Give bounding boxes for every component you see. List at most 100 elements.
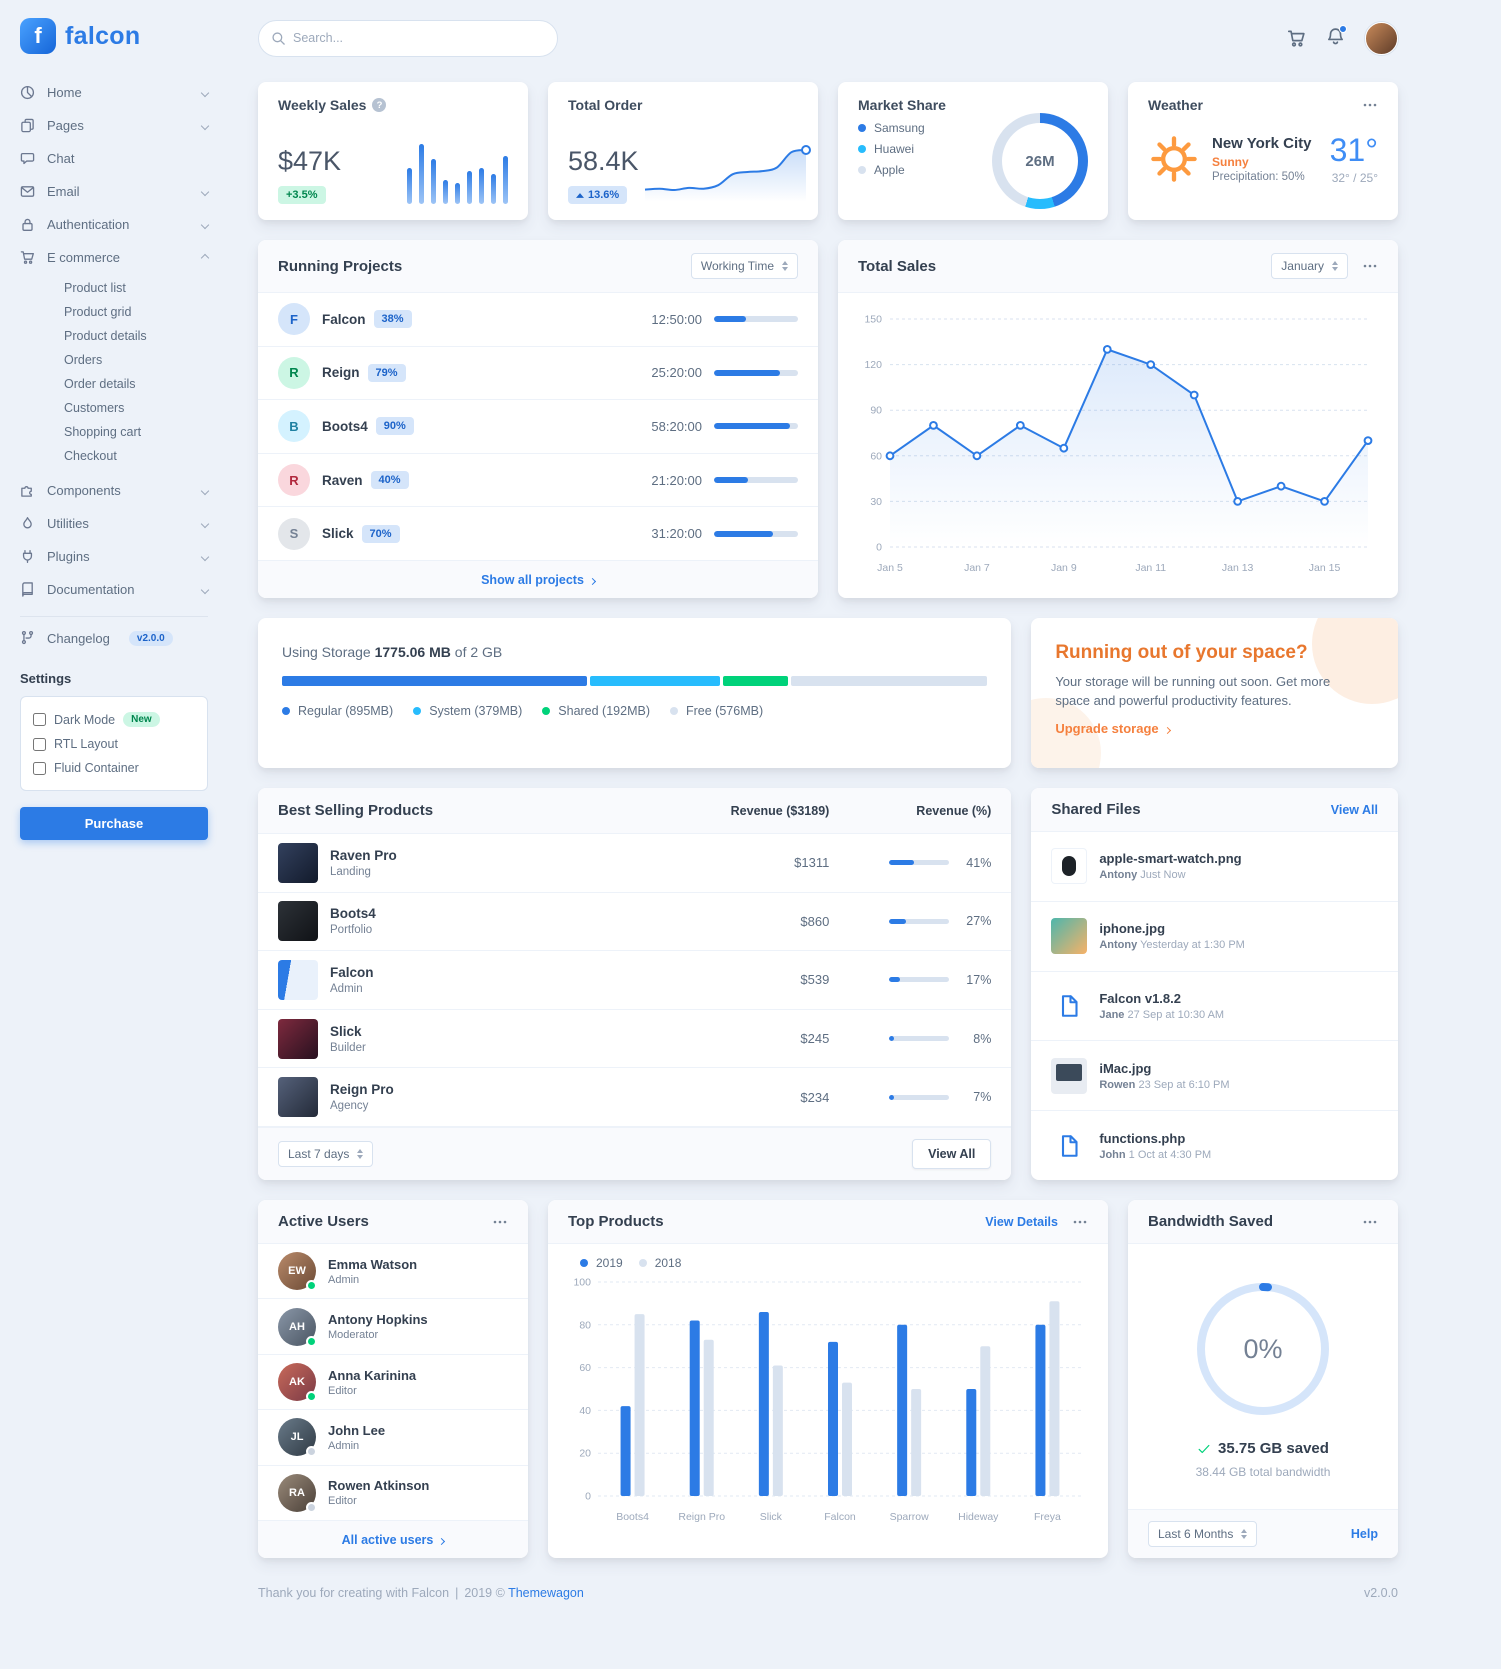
fluid-container-checkbox[interactable] <box>33 761 46 775</box>
market-share-legend-item: Samsung <box>858 121 925 135</box>
month-select[interactable]: January <box>1271 253 1348 279</box>
sidebar-subitem-order-details[interactable]: Order details <box>64 377 136 391</box>
more-menu-icon[interactable] <box>1362 1214 1378 1230</box>
product-name[interactable]: Slick <box>330 1023 362 1039</box>
user-avatar[interactable] <box>1365 21 1398 55</box>
sidebar-item-chat[interactable]: Chat <box>20 142 208 175</box>
file-name[interactable]: Falcon v1.8.2 <box>1099 990 1181 1006</box>
search-input[interactable] <box>258 19 558 57</box>
project-avatar: B <box>278 410 310 443</box>
file-thumbnail-watch <box>1051 848 1088 885</box>
user-name[interactable]: Anna Karinina <box>328 1367 417 1383</box>
best-selling-row: Reign Pro Agency $234 7% <box>258 1068 1012 1127</box>
dashboard-grid: Weekly Sales $47K +3.5% Total Order <box>258 82 1398 1558</box>
brand-logo[interactable]: f falcon <box>20 18 208 54</box>
themewagon-link[interactable]: Themewagon <box>508 1586 584 1600</box>
sidebar-item-pages[interactable]: Pages <box>20 109 210 142</box>
sidebar-item-utilities[interactable]: Utilities <box>20 507 210 540</box>
user-name[interactable]: Emma Watson <box>328 1256 418 1272</box>
setting-fluid-container[interactable]: Fluid Container <box>33 756 195 780</box>
product-name[interactable]: Falcon <box>330 964 374 980</box>
weekly-sales-value: $47K <box>278 146 342 176</box>
bandwidth-total: 38.44 GB total bandwidth <box>1195 1465 1331 1479</box>
view-all-button[interactable]: View All <box>912 1139 992 1169</box>
sidebar-item-changelog[interactable]: Changelog v2.0.0 <box>20 616 208 649</box>
project-progress-badge: 40% <box>370 471 409 490</box>
legend-item[interactable]: 2018 <box>638 1256 681 1270</box>
rtl-layout-checkbox[interactable] <box>33 737 46 751</box>
view-details-link[interactable]: View Details <box>985 1214 1058 1229</box>
chevron-down-icon <box>200 519 210 528</box>
user-name[interactable]: Antony Hopkins <box>328 1312 428 1328</box>
chevron-down-icon <box>200 88 210 97</box>
sidebar-item-documentation[interactable]: Documentation <box>20 573 210 606</box>
setting-rtl-layout[interactable]: RTL Layout <box>33 732 195 756</box>
all-active-users-link[interactable]: All active users <box>342 1533 446 1547</box>
pages-icon <box>20 118 36 134</box>
svg-text:0: 0 <box>876 542 882 554</box>
bandwidth-card: Bandwidth Saved 0% 35.75 GB saved 38.44 … <box>1127 1200 1398 1558</box>
sidebar-subitem-product-details[interactable]: Product details <box>64 329 147 343</box>
more-menu-icon[interactable] <box>1072 1214 1088 1230</box>
weather-precipitation: Precipitation: 50% <box>1211 170 1305 183</box>
months-select[interactable]: Last 6 Months <box>1147 1521 1258 1547</box>
storage-legend-item: Shared (192MB) <box>542 704 650 718</box>
file-name[interactable]: iphone.jpg <box>1099 921 1166 937</box>
project-name[interactable]: Raven <box>322 472 363 488</box>
sidebar-subitem-customers[interactable]: Customers <box>64 401 125 415</box>
active-user-row: AK Anna Karinina Editor <box>258 1355 528 1411</box>
product-name[interactable]: Raven Pro <box>330 847 397 863</box>
file-name[interactable]: iMac.jpg <box>1099 1060 1152 1076</box>
more-menu-icon[interactable] <box>1362 258 1378 274</box>
sidebar-item-components[interactable]: Components <box>20 474 210 507</box>
period-select[interactable]: Last 7 days <box>278 1141 374 1167</box>
project-name[interactable]: Boots4 <box>322 418 368 434</box>
sidebar-item-email[interactable]: Email <box>20 175 210 208</box>
legend-item[interactable]: 2019 <box>580 1256 623 1270</box>
bell-icon[interactable] <box>1326 25 1347 49</box>
project-name[interactable]: Reign <box>322 365 360 381</box>
shared-files-view-all-link[interactable]: View All <box>1330 802 1378 817</box>
help-link[interactable]: Help <box>1350 1527 1378 1541</box>
chevron-down-icon <box>200 121 210 130</box>
legend-dot-icon <box>638 1259 647 1267</box>
show-all-projects-link[interactable]: Show all projects <box>481 573 596 587</box>
file-name[interactable]: apple-smart-watch.png <box>1099 851 1242 867</box>
svg-text:Jan 9: Jan 9 <box>1051 562 1077 574</box>
product-name[interactable]: Boots4 <box>330 906 376 922</box>
project-name[interactable]: Falcon <box>322 311 366 327</box>
user-role: Editor <box>328 1495 357 1508</box>
shared-file-row: Falcon v1.8.2 Jane 27 Sep at 10:30 AM <box>1031 972 1398 1042</box>
working-time-select[interactable]: Working Time <box>690 253 798 279</box>
sidebar-item-authentication[interactable]: Authentication <box>20 208 210 241</box>
help-icon[interactable] <box>372 98 387 112</box>
sidebar-item-home[interactable]: Home <box>20 76 210 109</box>
sidebar-subitem-product-list[interactable]: Product list <box>64 281 126 295</box>
file-name[interactable]: functions.php <box>1099 1130 1186 1146</box>
legend-dot-icon <box>580 1259 588 1267</box>
project-progress-badge: 90% <box>375 417 414 436</box>
more-menu-icon[interactable] <box>1362 97 1378 113</box>
sidebar-subitem-product-grid[interactable]: Product grid <box>64 305 132 319</box>
sidebar-item-plugins[interactable]: Plugins <box>20 540 210 573</box>
upgrade-storage-link[interactable]: Upgrade storage <box>1055 721 1374 736</box>
project-time: 58:20:00 <box>651 418 702 434</box>
file-thumbnail-imac <box>1051 1057 1088 1094</box>
sidebar-subitem-checkout[interactable]: Checkout <box>64 449 117 463</box>
project-name[interactable]: Slick <box>322 526 354 542</box>
dark-mode-checkbox[interactable] <box>33 713 46 726</box>
more-menu-icon[interactable] <box>492 1214 508 1230</box>
product-name[interactable]: Reign Pro <box>330 1082 394 1098</box>
weather-city: New York City <box>1211 134 1312 152</box>
purchase-button[interactable]: Purchase <box>20 807 208 840</box>
weather-temps: 31° 32° / 25° <box>1330 132 1378 185</box>
cart-icon[interactable] <box>1287 29 1306 48</box>
sidebar-subitem-orders[interactable]: Orders <box>64 353 103 367</box>
setting-dark-mode[interactable]: Dark Mode New <box>33 707 195 732</box>
sidebar-item-e-commerce[interactable]: E commerce <box>20 241 210 274</box>
user-name[interactable]: John Lee <box>328 1422 386 1438</box>
revenue-progress-bar <box>889 1036 950 1042</box>
user-name[interactable]: Rowen Atkinson <box>328 1478 430 1494</box>
sidebar-item-label: E commerce <box>47 250 120 265</box>
sidebar-subitem-shopping-cart[interactable]: Shopping cart <box>64 425 142 439</box>
